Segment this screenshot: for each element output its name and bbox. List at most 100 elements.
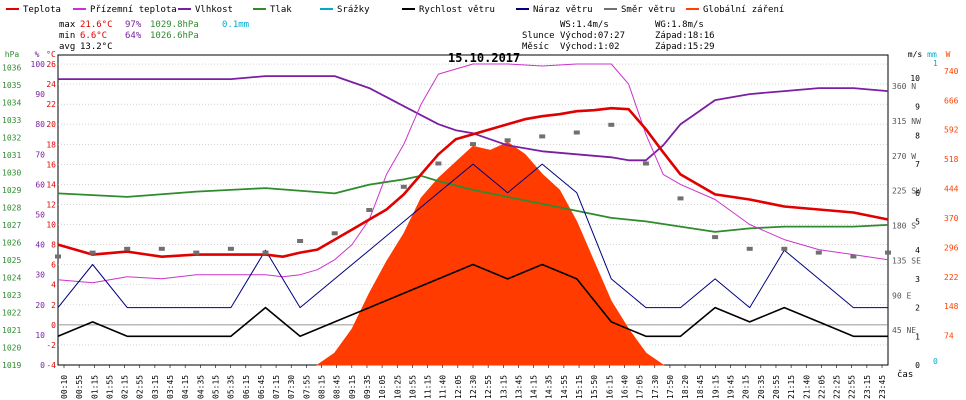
- x-tick-label: 23:15: [863, 375, 872, 399]
- x-tick-label: 10:05: [378, 375, 387, 399]
- tick-wind-dir: 90 E: [892, 291, 911, 300]
- x-tick-label: 20:35: [757, 375, 766, 399]
- x-tick-label: 17:50: [666, 375, 675, 399]
- tick-wind-speed: 3: [915, 275, 920, 284]
- tick-pressure: 1027: [2, 221, 21, 230]
- tick-wind-dir: 225 SW: [892, 187, 921, 196]
- tick-humidity: 50: [35, 211, 45, 220]
- tick-temperature: 26: [46, 60, 56, 69]
- x-tick-label: 11:40: [439, 375, 448, 399]
- x-tick-label: 13:45: [514, 375, 523, 399]
- x-tick-label: 12:55: [484, 375, 493, 399]
- stat-max-hum: 97%: [125, 20, 142, 30]
- legend-label-3: Vlhkost: [195, 5, 233, 15]
- axis-label-temperature: °C: [46, 50, 56, 59]
- tick-wind-speed: 0: [915, 361, 920, 370]
- tick-pressure: 1035: [2, 81, 21, 90]
- tick-temperature: 16: [46, 160, 56, 169]
- x-tick-label: 01:15: [90, 375, 99, 399]
- tick-temperature: 6: [51, 261, 56, 270]
- axis-label-radiation: W: [946, 50, 951, 59]
- tick-radiation: 148: [944, 302, 959, 311]
- tick-wind-dir: 360 N: [892, 82, 916, 91]
- point-smer-vetru: [608, 122, 615, 127]
- tick-temperature: 14: [46, 180, 56, 189]
- axis-label-pressure: hPa: [5, 50, 20, 59]
- wg-value: WG:1.8m/s: [655, 20, 704, 30]
- legend-label-1: Teplota: [23, 5, 61, 15]
- tick-temperature: 0: [51, 321, 56, 330]
- tick-pressure: 1029: [2, 186, 21, 195]
- tick-wind-dir: 135 SE: [892, 256, 921, 265]
- x-tick-label: 08:45: [333, 375, 342, 399]
- point-smer-vetru: [746, 246, 753, 251]
- tick-pressure: 1036: [2, 63, 21, 72]
- x-tick-label: 14:55: [560, 375, 569, 399]
- tick-pressure: 1026: [2, 238, 21, 247]
- x-tick-label: 06:45: [257, 375, 266, 399]
- stat-max-rain: 0.1mm: [222, 20, 249, 30]
- x-tick-label: 21:15: [787, 375, 796, 399]
- x-tick-label: 09:15: [348, 375, 357, 399]
- point-smer-vetru: [573, 130, 580, 135]
- point-smer-vetru: [262, 250, 269, 255]
- ws-value: WS:1.4m/s: [560, 20, 609, 30]
- tick-temperature: 22: [46, 100, 56, 109]
- stat-min-temp: 6.6°C: [80, 31, 107, 41]
- tick-radiation: 666: [944, 96, 959, 105]
- tick-humidity: 30: [35, 271, 45, 280]
- tick-wind-speed: 4: [915, 246, 920, 255]
- stat-min-press: 1026.6hPa: [150, 31, 199, 41]
- x-tick-label: 05:15: [212, 375, 221, 399]
- point-smer-vetru: [193, 250, 200, 255]
- tick-radiation: 370: [944, 214, 959, 223]
- x-tick-label: 08:15: [318, 375, 327, 399]
- tick-wind-dir: 45 NE: [892, 326, 916, 335]
- x-tick-label: 14:15: [530, 375, 539, 399]
- tick-temperature: -2: [46, 341, 56, 350]
- point-smer-vetru: [124, 246, 131, 251]
- tick-wind-speed: 5: [915, 218, 920, 227]
- tick-wind-speed: 7: [915, 160, 920, 169]
- axis-label-rain: mm: [927, 50, 937, 59]
- tick-pressure: 1019: [2, 361, 21, 370]
- tick-pressure: 1022: [2, 309, 21, 318]
- x-tick-label: 16:15: [605, 375, 614, 399]
- tick-temperature: 4: [51, 281, 56, 290]
- x-axis-label: čas: [897, 369, 913, 380]
- tick-humidity: 100: [31, 60, 46, 69]
- mesic-label: Měsíc: [522, 42, 549, 52]
- tick-pressure: 1021: [2, 326, 21, 335]
- tick-pressure: 1024: [2, 273, 21, 282]
- x-tick-label: 09:35: [363, 375, 372, 399]
- tick-radiation: 740: [944, 67, 959, 76]
- stat-avg-label: avg: [59, 42, 75, 52]
- point-smer-vetru: [366, 208, 373, 212]
- point-smer-vetru: [297, 239, 304, 243]
- point-smer-vetru: [781, 246, 788, 251]
- x-tick-label: 16:40: [621, 375, 630, 399]
- sun-moon-block: WS:1.4m/s WG:1.8m/s Slunce Východ:07:27 …: [522, 20, 715, 52]
- tick-pressure: 1034: [2, 98, 21, 107]
- slunce-label: Slunce: [522, 31, 555, 41]
- tick-wind-dir: 180 S: [892, 222, 916, 231]
- series-prizemni-teplota: [57, 63, 889, 284]
- x-tick-label: 12:05: [454, 375, 463, 399]
- x-tick-label: 23:45: [878, 375, 887, 399]
- tick-radiation: 296: [944, 243, 959, 252]
- tick-pressure: 1020: [2, 344, 21, 353]
- wind-direction-series: [55, 122, 891, 259]
- stat-max-label: max: [59, 20, 76, 30]
- point-smer-vetru: [55, 254, 61, 259]
- point-smer-vetru: [815, 250, 822, 255]
- point-smer-vetru: [227, 246, 234, 251]
- tick-wind-speed: 10: [910, 74, 920, 83]
- tick-humidity: 40: [35, 241, 45, 250]
- x-tick-label: 11:15: [424, 375, 433, 399]
- tick-pressure: 1031: [2, 151, 21, 160]
- tick-humidity: 0: [40, 361, 45, 370]
- x-tick-label: 22:55: [848, 375, 857, 399]
- legend-label-7: Náraz větru: [533, 5, 593, 15]
- x-tick-label: 10:55: [408, 375, 417, 399]
- x-tick-label: 20:15: [742, 375, 751, 399]
